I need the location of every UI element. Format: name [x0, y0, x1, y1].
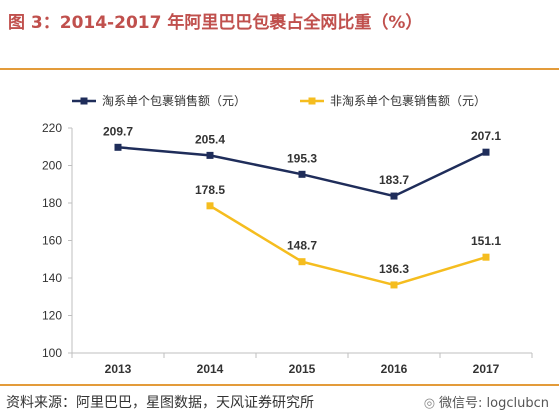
wechat-icon: ◎: [423, 396, 436, 411]
tick-labels: 100 120 140 160 180 200 220 2013 2014 2015 2016 201…: [42, 121, 500, 376]
series-line-2: [209, 204, 487, 287]
legend-label-1: 淘系单个包裹销售额（元）: [102, 93, 246, 108]
watermark-text: 微信号: logclubcn: [439, 396, 549, 411]
watermark: ◎ 微信号: logclubcn: [424, 392, 549, 411]
data-point: [390, 281, 398, 289]
data-label: 136.3: [379, 262, 409, 276]
y-tick-label: 180: [42, 196, 62, 210]
y-tick-label: 140: [42, 271, 62, 285]
data-points: [114, 143, 490, 289]
data-point: [206, 202, 214, 210]
data-point: [206, 151, 214, 159]
x-tick-label: 2016: [381, 362, 408, 376]
y-tick-label: 200: [42, 159, 62, 173]
data-label: 195.3: [287, 151, 317, 165]
top-rule: [0, 68, 559, 70]
data-label: 205.4: [195, 132, 225, 146]
bottom-rule: [0, 384, 559, 386]
legend: 淘系单个包裹销售额（元） 非淘系单个包裹销售额（元）: [72, 93, 486, 108]
x-tick-label: 2015: [289, 362, 316, 376]
data-labels: 209.7 205.4 195.3 183.7 207.1 178.5 148.7 136.3…: [103, 124, 501, 276]
x-tick-label: 2014: [197, 362, 224, 376]
data-point: [114, 143, 122, 151]
x-tick-label: 2017: [473, 362, 500, 376]
y-tick-label: 220: [42, 121, 62, 135]
data-label: 183.7: [379, 173, 409, 187]
data-point: [390, 192, 398, 200]
data-label: 151.1: [471, 234, 501, 248]
data-point: [482, 148, 490, 156]
data-label: 148.7: [287, 239, 317, 253]
y-tick-label: 120: [42, 309, 62, 323]
data-point: [298, 258, 306, 266]
data-point: [298, 170, 306, 178]
data-label: 178.5: [195, 183, 225, 197]
legend-label-2: 非淘系单个包裹销售额（元）: [330, 93, 486, 108]
legend-marker-1: [80, 97, 88, 105]
data-label: 207.1: [471, 129, 501, 143]
data-point: [482, 253, 490, 261]
x-tick-label: 2013: [105, 362, 132, 376]
y-tick-label: 160: [42, 234, 62, 248]
source-note: 资料来源：阿里巴巴，星图数据，天风证券研究所: [6, 395, 314, 411]
chart-title: 图 3：2014-2017 年阿里巴巴包裹占全网比重（%）: [8, 13, 423, 33]
legend-marker-2: [308, 97, 316, 105]
data-label: 209.7: [103, 124, 133, 138]
y-tick-label: 100: [42, 346, 62, 360]
axes: [68, 127, 533, 358]
